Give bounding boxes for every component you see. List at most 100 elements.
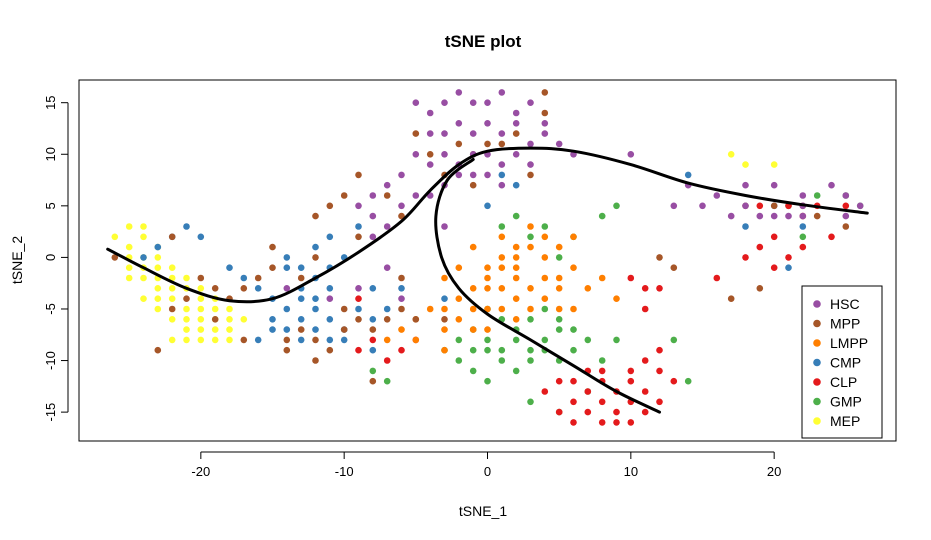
data-point — [355, 233, 362, 241]
data-point — [570, 398, 577, 406]
data-point — [527, 285, 534, 292]
data-point — [383, 223, 391, 230]
data-point — [584, 388, 592, 395]
data-point — [326, 295, 334, 303]
data-point — [469, 326, 477, 333]
data-point — [770, 161, 778, 168]
data-point — [484, 120, 491, 127]
data-point — [312, 254, 319, 261]
legend-item-lmpp: LMPP — [813, 335, 868, 351]
data-point — [168, 316, 176, 323]
data-point — [283, 285, 291, 292]
legend-marker — [813, 300, 821, 308]
data-point — [154, 254, 162, 261]
data-point — [340, 326, 348, 333]
data-point — [398, 326, 405, 333]
data-point — [312, 305, 319, 313]
data-point — [441, 295, 448, 303]
data-point — [484, 99, 491, 106]
data-point — [813, 192, 821, 199]
data-point — [369, 346, 377, 354]
data-point — [412, 192, 420, 199]
data-point — [555, 254, 563, 261]
data-point — [355, 285, 362, 292]
data-point — [484, 326, 491, 333]
data-point — [426, 151, 434, 158]
data-point — [656, 398, 663, 406]
data-point — [326, 202, 334, 210]
data-point — [326, 316, 334, 323]
data-point — [727, 295, 735, 303]
data-point — [527, 233, 534, 241]
data-point — [226, 336, 233, 344]
data-point — [498, 161, 506, 168]
data-point — [283, 264, 291, 272]
data-point — [183, 295, 190, 303]
legend-marker — [813, 339, 821, 347]
data-point — [641, 285, 649, 292]
data-point — [842, 192, 850, 199]
data-point — [555, 408, 563, 416]
data-point — [197, 233, 205, 241]
legend-item-gmp: GMP — [813, 394, 862, 410]
data-point — [656, 285, 663, 292]
data-point — [426, 305, 434, 313]
data-point — [512, 367, 520, 375]
data-point — [785, 254, 792, 261]
data-point — [498, 233, 506, 241]
data-point — [656, 346, 663, 354]
data-point — [154, 295, 162, 303]
data-point — [484, 202, 491, 210]
data-point — [254, 274, 262, 282]
data-point — [240, 316, 248, 323]
data-point — [555, 274, 563, 282]
data-point — [154, 285, 162, 292]
data-point — [656, 254, 663, 261]
y-axis-label: tSNE_2 — [9, 236, 25, 284]
data-point — [498, 285, 506, 292]
data-point — [340, 305, 348, 313]
data-point — [770, 233, 778, 241]
y-tick-label: -5 — [43, 303, 58, 315]
data-point — [183, 326, 190, 333]
data-point — [498, 171, 506, 179]
data-point — [541, 254, 549, 261]
data-point — [455, 295, 463, 303]
data-point — [340, 336, 348, 344]
data-point — [527, 346, 534, 354]
data-point — [584, 336, 592, 344]
data-point — [426, 161, 434, 168]
data-point — [269, 243, 276, 251]
y-tick-label: -15 — [43, 403, 58, 422]
data-point — [412, 316, 420, 323]
data-point — [598, 419, 606, 426]
data-point — [140, 274, 147, 282]
data-point — [527, 398, 534, 406]
data-point — [426, 109, 434, 117]
y-tick-label: -10 — [43, 351, 58, 370]
data-point — [512, 295, 520, 303]
data-point — [512, 316, 520, 323]
data-point — [183, 336, 190, 344]
data-point — [512, 151, 520, 158]
data-point — [570, 264, 577, 272]
data-point — [355, 202, 362, 210]
data-point — [369, 377, 377, 385]
data-point — [383, 336, 391, 344]
data-point — [541, 89, 549, 96]
data-point — [168, 264, 176, 272]
data-point — [197, 326, 205, 333]
data-point — [383, 377, 391, 385]
data-point — [756, 243, 764, 251]
data-point — [555, 140, 563, 148]
data-point — [713, 192, 721, 199]
y-tick-label: 0 — [43, 254, 58, 261]
data-point — [355, 316, 362, 323]
data-point — [512, 243, 520, 251]
data-point — [441, 316, 448, 323]
data-point — [627, 151, 635, 158]
data-point — [326, 336, 334, 344]
data-point — [756, 202, 764, 210]
data-point — [326, 285, 334, 292]
data-point — [140, 295, 147, 303]
